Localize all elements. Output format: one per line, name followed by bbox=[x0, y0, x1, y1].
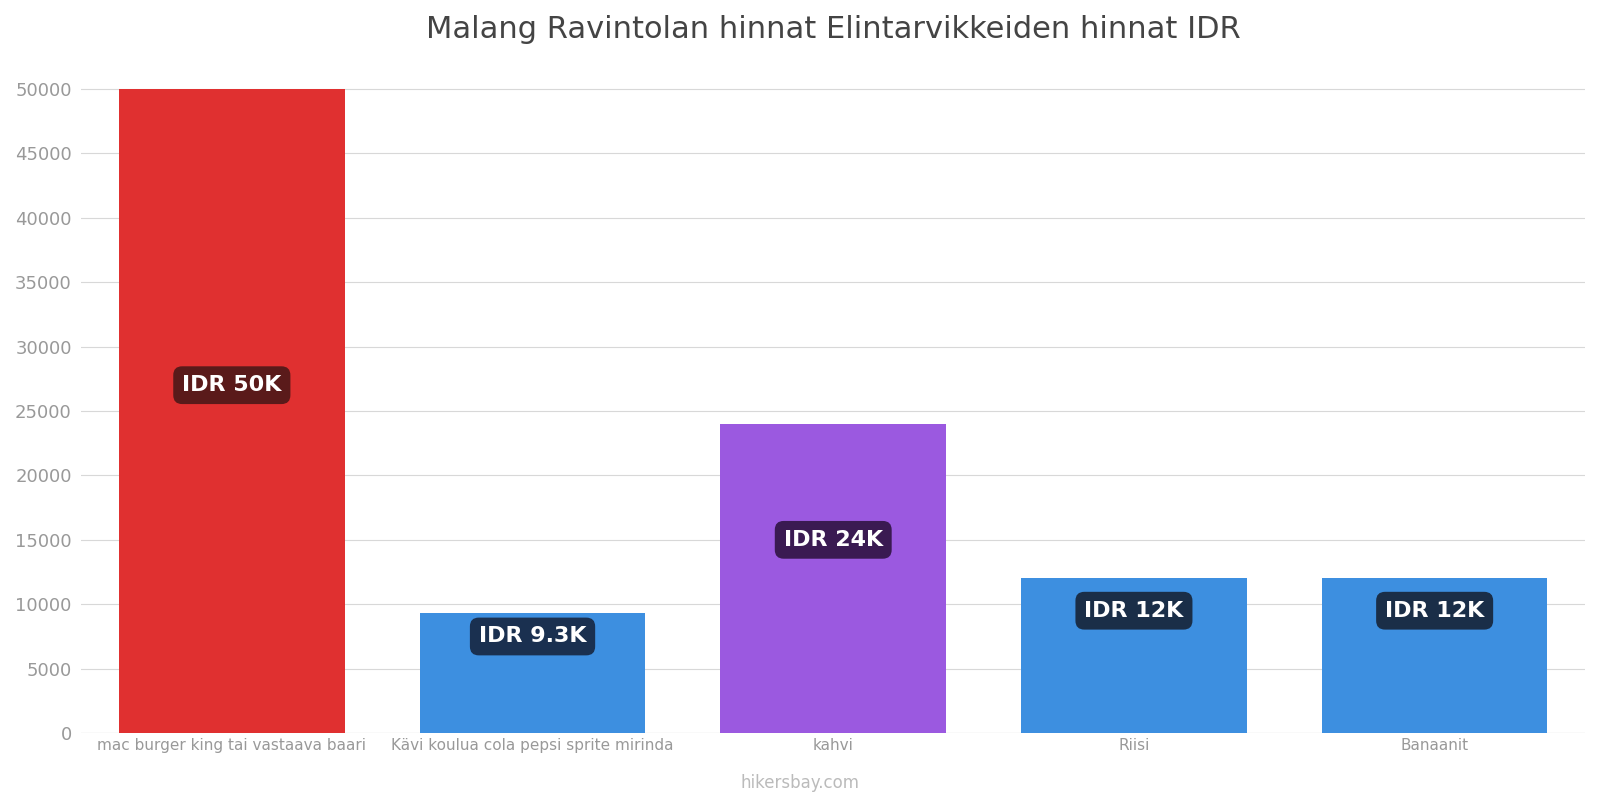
Text: IDR 9.3K: IDR 9.3K bbox=[478, 626, 586, 646]
Text: IDR 50K: IDR 50K bbox=[182, 375, 282, 395]
Text: hikersbay.com: hikersbay.com bbox=[741, 774, 859, 792]
Bar bbox=[720, 424, 946, 733]
Title: Malang Ravintolan hinnat Elintarvikkeiden hinnat IDR: Malang Ravintolan hinnat Elintarvikkeide… bbox=[426, 15, 1240, 44]
Bar bbox=[118, 89, 344, 733]
Text: IDR 12K: IDR 12K bbox=[1386, 601, 1485, 621]
Bar bbox=[1021, 578, 1246, 733]
Text: IDR 12K: IDR 12K bbox=[1085, 601, 1184, 621]
Bar bbox=[1322, 578, 1547, 733]
Bar bbox=[419, 614, 645, 733]
Text: IDR 24K: IDR 24K bbox=[784, 530, 883, 550]
